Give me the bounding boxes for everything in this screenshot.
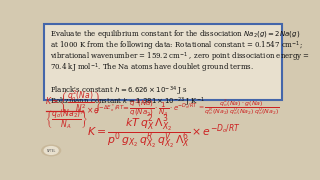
Text: at 1000 K from the following data: Rotational constant = 0.1547 cm$^{-1}$;: at 1000 K from the following data: Rotat… xyxy=(50,39,303,53)
Text: 70.4 kJ mol$^{-1}$. The Na atoms have doublet ground terms.: 70.4 kJ mol$^{-1}$. The Na atoms have do… xyxy=(50,62,254,75)
Text: NPTEL: NPTEL xyxy=(46,149,56,153)
Text: $= \dfrac{q^3(Na)}{q(Na_2)} \cdot \dfrac{1}{N_A} \cdot e^{-D_o/RT}$: $= \dfrac{q^3(Na)}{q(Na_2)} \cdot \dfrac… xyxy=(121,98,198,119)
Text: $= \dfrac{q_o^2(Na)\cdot g(Na)}{q_o^R(Na_2)\,q_o^V(Na_2)\,q_o^V(Na_2)}$: $= \dfrac{q_o^2(Na)\cdot g(Na)}{q_o^R(Na… xyxy=(197,99,280,118)
Text: $K = \left\{\dfrac{q_o^2(Na)}{N_A^2}\right\}$: $K = \left\{\dfrac{q_o^2(Na)}{N_A^2}\rig… xyxy=(45,89,102,117)
Circle shape xyxy=(42,145,60,156)
Text: Evaluate the equilibrium constant for the dissociation $Na_2(g) = 2Na(g)$: Evaluate the equilibrium constant for th… xyxy=(50,28,300,40)
Text: $\left\{\dfrac{q_o(Na_2)}{N_A}\right\}$: $\left\{\dfrac{q_o(Na_2)}{N_A}\right\}$ xyxy=(45,107,88,131)
FancyBboxPatch shape xyxy=(44,24,282,100)
Text: vibrational wavenumber = 159.2 cm$^{-1}$ , zero point dissociation energy =: vibrational wavenumber = 159.2 cm$^{-1}$… xyxy=(50,51,310,64)
Text: Planck's constant $h = 6.626 \times 10^{-34}$ J s: Planck's constant $h = 6.626 \times 10^{… xyxy=(50,85,188,98)
Circle shape xyxy=(44,147,58,154)
Text: $K = \dfrac{kT\,q_X^2\,\Lambda_{X_2}^3}{p^0\,g_{X_2}\,q_{X_2}^R\,q_{X_2}^V\,\Lam: $K = \dfrac{kT\,q_X^2\,\Lambda_{X_2}^3}{… xyxy=(87,113,241,152)
Text: $\times\, e^{-\Delta E_o^*/RT}$: $\times\, e^{-\Delta E_o^*/RT}$ xyxy=(86,103,125,116)
Text: Boltzmann constant $k = 1.381 \times 10^{-23}$ J K$^{-1}$: Boltzmann constant $k = 1.381 \times 10^… xyxy=(50,96,205,109)
